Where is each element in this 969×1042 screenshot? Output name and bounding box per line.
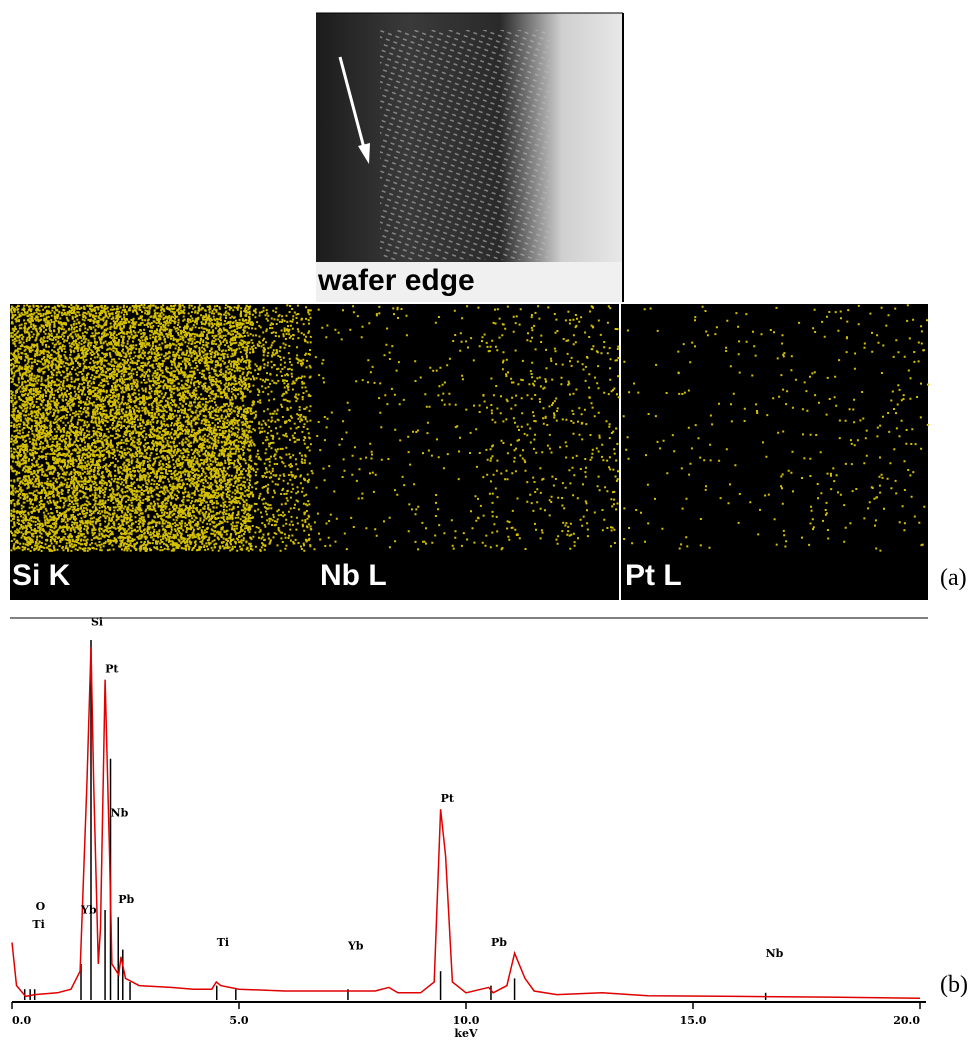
peak-label: Pb [491, 936, 507, 949]
x-tick-label: 0.0 [12, 1014, 31, 1027]
spectrum: Si Pt Nb Pb Yb O Ti Ti Yb Pt Pb Nb 0.0 5.0 10.0 15.0 20.… [11, 616, 926, 1040]
x-axis-label: keV [454, 1027, 478, 1040]
peak-label: Yb [347, 940, 364, 953]
map-label: Si K [12, 559, 71, 592]
map-label: Pt L [625, 559, 682, 592]
spectrum-line [11, 647, 921, 999]
x-tick-label: 10.0 [453, 1014, 480, 1027]
panel-label: (a) [940, 565, 967, 591]
x-tick-label: 5.0 [229, 1014, 248, 1027]
peak-label: Ti [217, 936, 229, 949]
x-tick-label: 20.0 [893, 1014, 920, 1027]
peak-label: Nb [766, 947, 784, 960]
panel-label: (b) [940, 972, 968, 998]
peak-label: Si [91, 616, 103, 629]
x-tick-label: 15.0 [680, 1014, 707, 1027]
map-dots [251, 305, 620, 551]
element-maps: Si K Nb L Pt L [10, 304, 929, 600]
peak-label: Yb [80, 904, 97, 917]
sem-label: wafer edge [317, 264, 475, 297]
peak-label: Pb [118, 893, 134, 906]
map-label: Nb L [320, 559, 387, 592]
peak-label: Ti [32, 918, 44, 931]
sem-image: wafer edge [316, 12, 624, 302]
peak-label: Nb [111, 806, 129, 819]
peak-label: Pt [105, 662, 119, 675]
map-dots [10, 304, 312, 552]
peak-label: Pt [441, 792, 455, 805]
peak-label: O [36, 900, 46, 913]
